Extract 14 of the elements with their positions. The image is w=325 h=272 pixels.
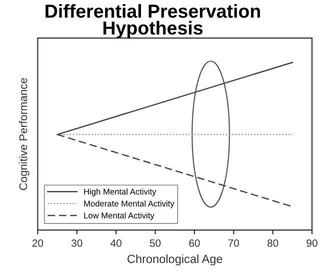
x-tick-label: 40 [110, 239, 122, 247]
x-tick-label: 60 [189, 239, 200, 247]
chart-title: Differential Preservation Hypothesis [46, 4, 260, 38]
x-tick-label: 90 [306, 239, 318, 247]
x-tick-label: 70 [228, 239, 240, 247]
x-tick-label: 20 [32, 239, 44, 247]
legend-label: Moderate Mental Activity [84, 200, 174, 208]
x-tick-label: 80 [267, 239, 278, 247]
x-tick-label: 50 [150, 239, 161, 247]
x-tick-label: 30 [71, 239, 82, 247]
legend-label: Low Mental Activity [84, 212, 154, 220]
legend-label: High Mental Activity [84, 188, 156, 196]
y-axis-title: Cognitive Performance [19, 78, 30, 190]
x-axis-title: Chronological Age [128, 254, 222, 266]
